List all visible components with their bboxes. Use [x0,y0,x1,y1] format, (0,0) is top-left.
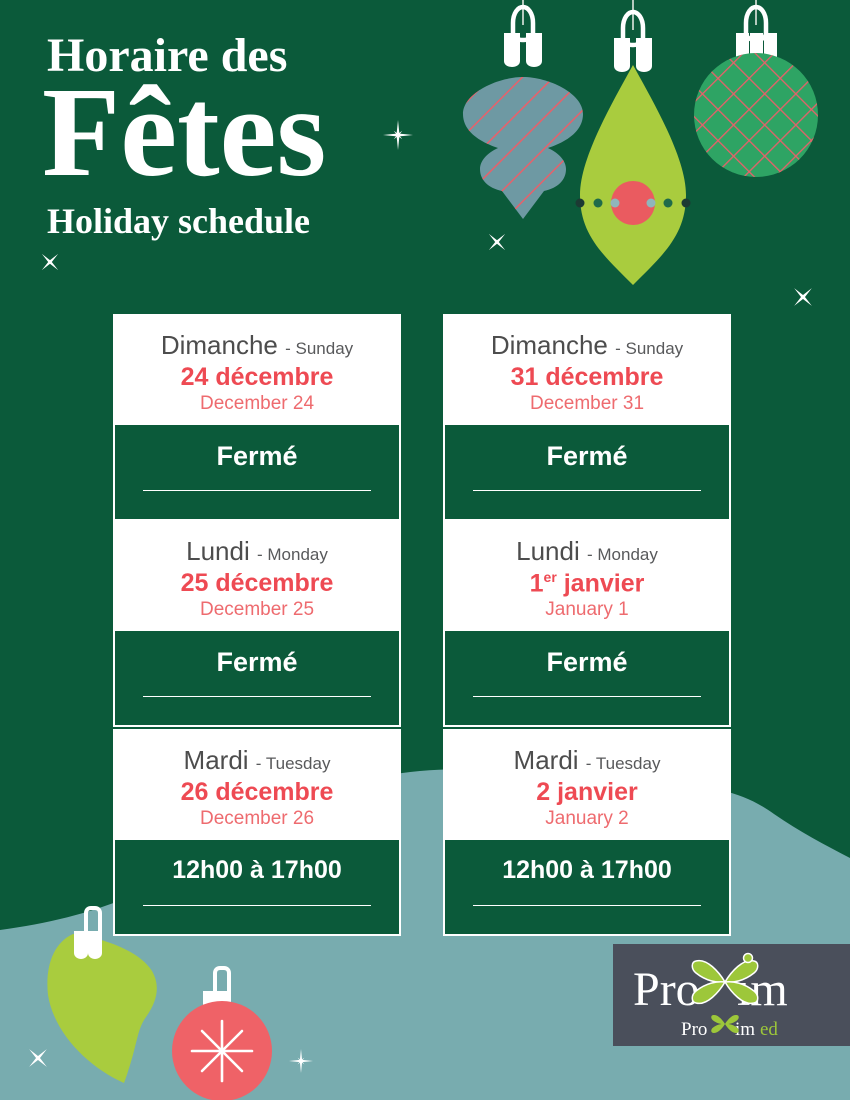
svg-text:Pro: Pro [681,1019,707,1040]
svg-text:Pro: Pro [633,963,700,1016]
svg-text:ed: ed [760,1019,778,1040]
